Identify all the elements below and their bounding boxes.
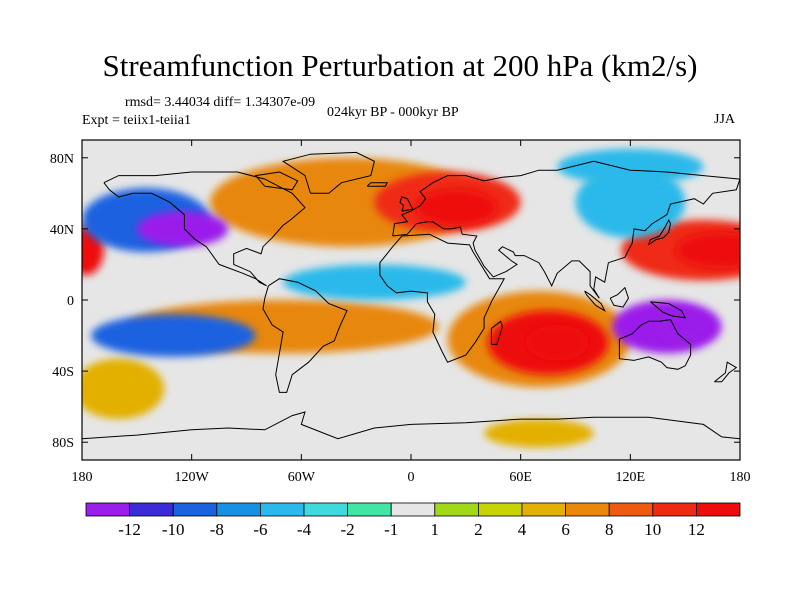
y-tick-label: 80S bbox=[52, 436, 74, 451]
colorbar-label: 8 bbox=[605, 520, 614, 539]
axis-ticks: 180 120W 60W 0 60E 120E 180 80N 40N 0 40S 80S bbox=[50, 140, 751, 485]
colorbar-label: 12 bbox=[688, 520, 705, 539]
x-tick-label: 120E bbox=[616, 470, 646, 485]
colorbar-swatch bbox=[216, 502, 261, 517]
experiment-label: Expt = teiix1-teiia1 bbox=[82, 113, 191, 128]
colorbar-swatch bbox=[390, 502, 436, 517]
pos-anom-indian-ocean-max bbox=[526, 324, 589, 361]
colorbar-swatch bbox=[259, 502, 305, 517]
madagascar-coast bbox=[490, 320, 503, 345]
colorbar-label: 10 bbox=[644, 520, 661, 539]
africa-coast bbox=[379, 233, 506, 363]
x-tick-label: 180 bbox=[72, 470, 93, 485]
colorbar-swatch bbox=[521, 502, 566, 517]
colorbar-label: -8 bbox=[210, 520, 224, 539]
iceland-coast bbox=[366, 182, 389, 187]
colorbar-label: 6 bbox=[561, 520, 570, 539]
colorbar-swatch bbox=[565, 502, 610, 517]
colorbar-label: 2 bbox=[474, 520, 483, 539]
colorbar-swatch bbox=[172, 502, 218, 517]
colorbar-swatch bbox=[477, 502, 523, 517]
rmsd-text: rmsd= 3.44034 diff= 1.34307e-09 bbox=[125, 95, 316, 110]
figure-title: Streamfunction Perturbation at 200 hPa (… bbox=[102, 48, 698, 83]
uk-coast bbox=[399, 196, 414, 212]
x-tick-label: 60E bbox=[509, 470, 532, 485]
y-tick-label: 80N bbox=[50, 152, 74, 167]
new-zealand-coast bbox=[714, 361, 738, 383]
pos-anom-antarctic-indian bbox=[484, 419, 594, 448]
new-guinea-coast bbox=[650, 301, 687, 319]
y-tick-label: 40N bbox=[50, 223, 74, 238]
antarctica-coast bbox=[82, 411, 740, 440]
y-tick-label: 0 bbox=[67, 294, 74, 309]
colorbar-swatch bbox=[303, 502, 348, 517]
sumatra-coast bbox=[584, 290, 606, 313]
x-tick-label: 0 bbox=[408, 470, 415, 485]
colorbar-label: -1 bbox=[384, 520, 398, 539]
colorbar-label: -12 bbox=[118, 520, 141, 539]
x-tick-label: 180 bbox=[730, 470, 751, 485]
borneo-coast bbox=[609, 286, 630, 308]
neg-anom-west-australia-core bbox=[657, 310, 706, 343]
colorbar-swatch bbox=[608, 502, 654, 517]
colorbar-label: 4 bbox=[518, 520, 527, 539]
colorbar-swatch bbox=[696, 502, 741, 517]
pos-anom-west-pacific-core bbox=[676, 232, 740, 268]
eurasia-coast bbox=[392, 160, 740, 299]
colorbar-label: -6 bbox=[253, 520, 267, 539]
australia-coast bbox=[618, 319, 692, 370]
colorbar-swatch bbox=[85, 502, 130, 517]
pos-anom-europe-max bbox=[416, 189, 497, 226]
y-tick-label: 40S bbox=[52, 365, 74, 380]
neg-anom-east-pacific bbox=[91, 314, 256, 357]
x-tick-label: 60W bbox=[288, 470, 316, 485]
colorbar-label: -4 bbox=[297, 520, 312, 539]
colorbar-label: 1 bbox=[431, 520, 440, 539]
plot-area bbox=[81, 139, 741, 461]
neg-anom-siberia bbox=[557, 148, 704, 185]
colorbar-swatch bbox=[434, 502, 479, 517]
colorbar-swatch bbox=[347, 502, 392, 517]
period-label: 024kyr BP - 000kyr BP bbox=[327, 105, 459, 120]
neg-anom-atlantic bbox=[283, 264, 466, 300]
coastlines bbox=[82, 151, 740, 440]
colorbar-swatch bbox=[129, 502, 174, 517]
colorbar-label: -10 bbox=[162, 520, 185, 539]
japan-coast bbox=[648, 218, 672, 246]
south-america-coast bbox=[262, 278, 348, 393]
baffin-coast bbox=[254, 171, 299, 191]
season-label: JJA bbox=[714, 112, 736, 127]
north-america-coast bbox=[103, 171, 306, 287]
colorbar: -12 -10 -8 -6 -4 -2 -1 1 2 4 6 8 10 12 bbox=[85, 502, 741, 539]
greenland-coast bbox=[281, 151, 375, 194]
x-tick-label: 120W bbox=[175, 470, 210, 485]
neg-anom-north-pacific-core bbox=[136, 211, 229, 247]
colorbar-label: -2 bbox=[341, 520, 355, 539]
pos-anom-southern-ocean bbox=[82, 358, 165, 420]
colorbar-swatch bbox=[652, 502, 697, 517]
